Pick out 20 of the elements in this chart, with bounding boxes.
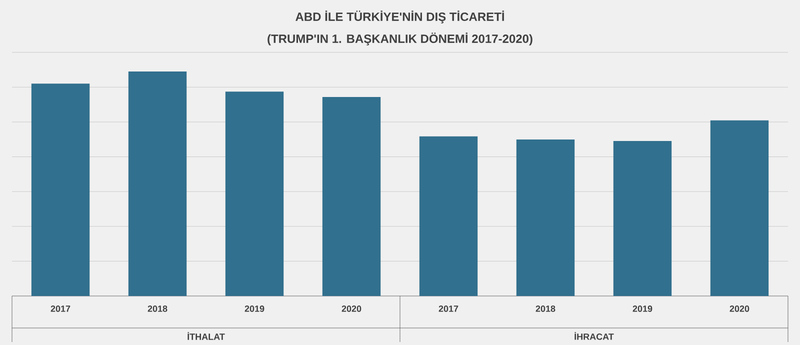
bar: [322, 97, 381, 296]
chart-title: ABD İLE TÜRKİYE'NİN DIŞ TİCARETİ: [296, 10, 504, 24]
bar: [31, 84, 90, 296]
x-tick-label: 2019: [244, 306, 264, 312]
bar: [613, 141, 672, 296]
text: İTHALAT: [188, 332, 225, 340]
x-tick-label: 2018: [148, 306, 168, 312]
x-tick-label: 2020: [730, 306, 750, 312]
chart-subtitle: (TRUMP'IN 1. BAŞKANLIK DÖNEMİ 2017-2020): [268, 32, 532, 46]
x-tick-label: 2018: [536, 306, 556, 312]
bar: [710, 120, 769, 296]
x-tick-label: 2019: [632, 306, 652, 312]
text: İHRACAT: [574, 332, 614, 340]
x-tick-label: 2017: [438, 306, 458, 312]
bar: [419, 136, 478, 296]
x-tick-label: 2017: [50, 306, 70, 312]
bar: [225, 92, 284, 296]
x-tick-label: 2020: [342, 306, 362, 312]
bar: [128, 71, 187, 296]
bar: [516, 139, 575, 296]
